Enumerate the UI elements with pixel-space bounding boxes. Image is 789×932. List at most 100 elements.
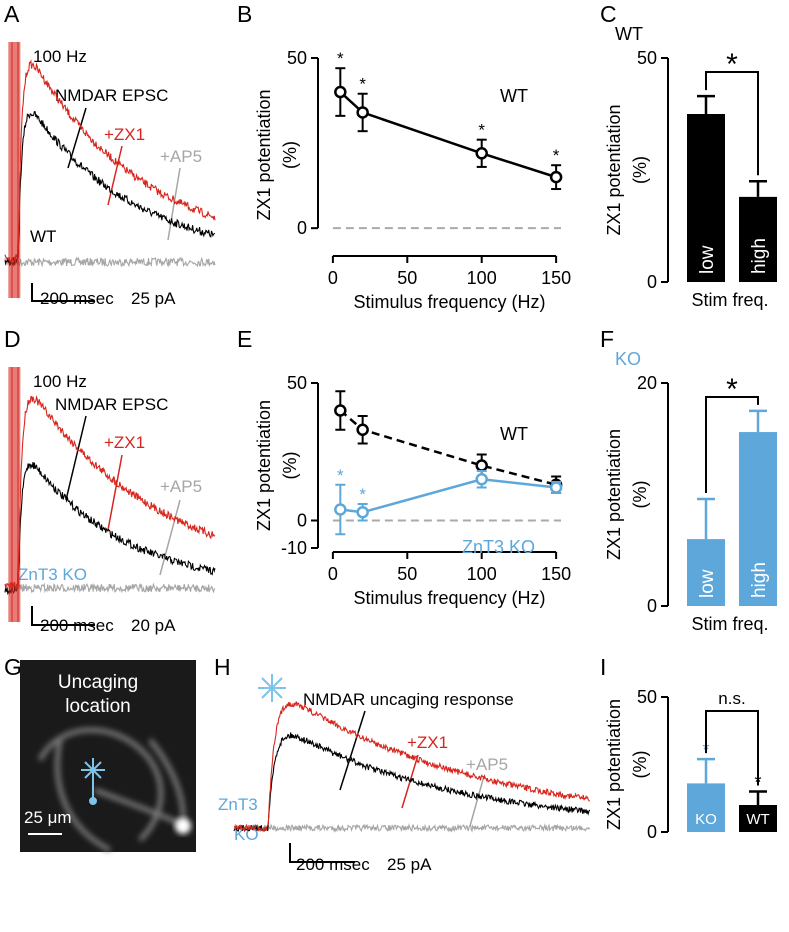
y-axis-label: ZX1 potentiation (604, 699, 624, 830)
soma (175, 818, 191, 834)
bar (739, 196, 777, 282)
panel-label: I (600, 654, 606, 680)
significance-mark: * (478, 121, 485, 140)
y-axis-unit: (%) (280, 452, 300, 480)
panel-label: B (237, 1, 252, 27)
panel-label: G (4, 654, 22, 680)
bar (739, 432, 777, 606)
x-tick-label: 0 (328, 268, 338, 288)
y-tick-label: 0 (647, 596, 657, 616)
y-tick-label: 50 (637, 687, 657, 707)
data-point (475, 147, 488, 160)
stim-rate: 100 Hz (33, 372, 87, 391)
amp-scale: 25 pA (131, 289, 176, 308)
data-point (549, 481, 563, 494)
amp-scale: 20 pA (131, 616, 176, 635)
pointer (107, 145, 123, 206)
neuron (37, 727, 186, 853)
y-tick-label: 50 (287, 48, 307, 68)
current-trace (233, 701, 590, 833)
bar-label: WT (746, 811, 769, 828)
y-axis-label: ZX1 potentiation (254, 89, 274, 220)
data-point (475, 473, 488, 486)
stim-rate: 100 Hz (33, 47, 87, 66)
amp-scale: 25 pA (387, 855, 432, 874)
significance-bracket (705, 710, 759, 786)
pointer (159, 499, 181, 576)
x-tick-label: 0 (328, 564, 338, 584)
bar (687, 783, 725, 832)
scale-bar (31, 283, 95, 302)
uncaging-marker (81, 758, 105, 805)
bar-label: KO (695, 811, 717, 828)
current-trace (4, 110, 216, 267)
current-trace (4, 59, 216, 264)
response-label: NMDAR EPSC (55, 395, 168, 414)
data-point (356, 106, 369, 119)
y-tick-label: 0 (297, 218, 307, 238)
response-label: NMDAR EPSC (55, 86, 168, 105)
scale-label: 25 μm (24, 808, 72, 827)
significance-mark: * (359, 75, 366, 94)
significance-label: * (726, 48, 738, 81)
uncaging-marker (258, 674, 286, 702)
significance-label: * (726, 373, 738, 406)
data-point (334, 503, 347, 516)
bar-label: low (697, 245, 718, 274)
bar (687, 114, 725, 282)
pointer (65, 415, 87, 501)
scale-bar (31, 606, 95, 626)
data-point (475, 459, 488, 472)
pointer (339, 710, 366, 791)
scale-bar (289, 843, 355, 863)
x-tick-label: 100 (467, 564, 497, 584)
y-tick-label: 50 (287, 373, 307, 393)
series-line (339, 91, 557, 179)
y-tick-label: 0 (647, 272, 657, 292)
current-trace (233, 732, 591, 833)
y-axis-label: ZX1 potentiation (254, 400, 274, 531)
bar-label: low (697, 569, 718, 598)
series-label: WT (500, 424, 528, 444)
x-axis-label: Stim freq. (691, 290, 768, 310)
current-trace (233, 822, 591, 834)
y-tick-label: 0 (297, 511, 307, 531)
time-scale: 200 msec (296, 855, 370, 874)
bar (739, 805, 777, 832)
current-trace (4, 462, 216, 596)
x-axis-label: Stim freq. (691, 614, 768, 634)
trace-panels: A 100 Hz NMDAR EPSC +ZX1 +AP5 WT 200 mse… (4, 1, 514, 874)
y-axis-unit: (%) (630, 751, 650, 779)
y-axis-label: ZX1 potentiation (604, 429, 624, 560)
y-tick-label: 20 (637, 373, 657, 393)
series-line (339, 409, 557, 486)
caption: Uncaging (58, 672, 138, 693)
x-tick-label: 150 (541, 268, 571, 288)
y-tick-label: 0 (647, 822, 657, 842)
data-point (356, 506, 369, 519)
y-axis-label: ZX1 potentiation (604, 104, 624, 235)
significance-mark: * (359, 485, 366, 504)
data-point (334, 85, 347, 99)
significance-bracket (705, 71, 759, 176)
series-label: ZnT3 KO (462, 537, 535, 557)
x-tick-label: 150 (541, 564, 571, 584)
y-axis-unit: (%) (630, 156, 650, 184)
significance-mark: * (337, 49, 344, 68)
significance-mark: * (553, 146, 560, 165)
panel-label: C (600, 1, 617, 27)
bar (687, 539, 725, 606)
pointer (469, 775, 485, 827)
panel-label: E (237, 326, 252, 352)
significance-mark: * (337, 466, 344, 485)
panel-label: F (600, 326, 614, 352)
y-axis-unit: (%) (630, 481, 650, 509)
pointer (67, 107, 87, 169)
bar-label: high (749, 562, 770, 598)
x-axis-label: Stimulus frequency (Hz) (353, 588, 545, 608)
panel-label: A (4, 1, 20, 27)
significance-label: n.s. (718, 689, 745, 708)
time-scale: 200 msec (40, 289, 114, 308)
drug-label: +ZX1 (407, 733, 448, 752)
